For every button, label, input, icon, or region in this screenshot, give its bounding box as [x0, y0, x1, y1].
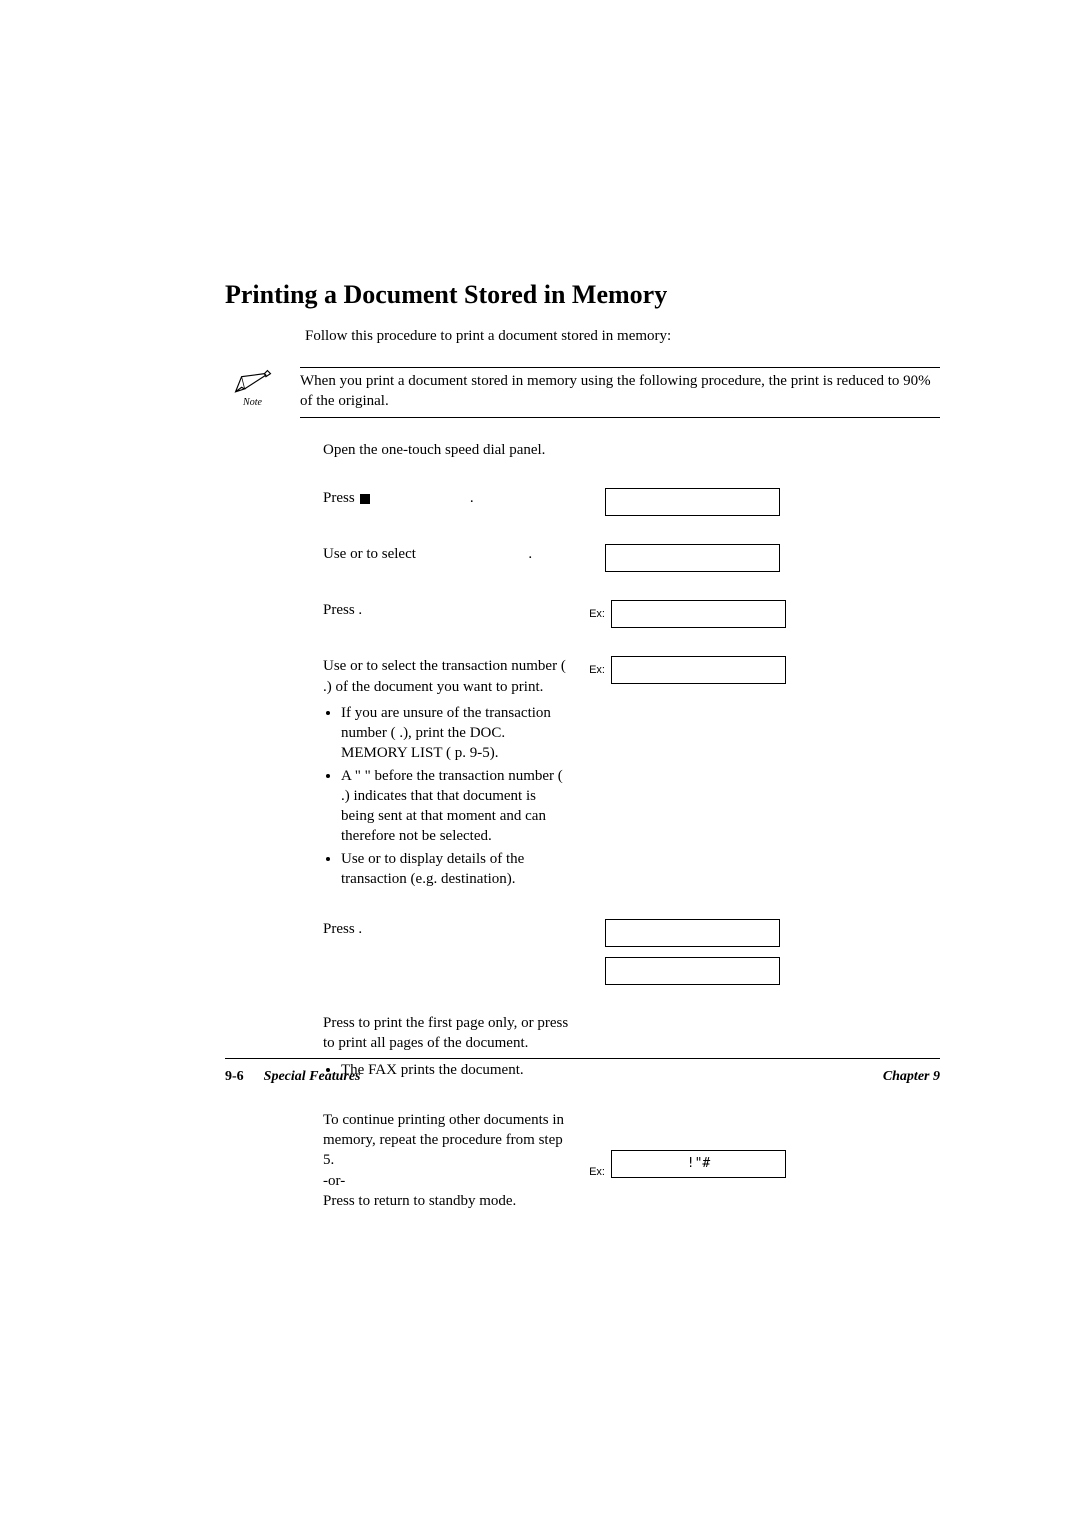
step-8-display: Ex: !"# — [573, 1110, 940, 1178]
steps-list: Open the one-touch speed dial panel. Pre… — [323, 440, 940, 1211]
step-8-or: -or- — [323, 1173, 345, 1189]
note-rule-bottom — [300, 417, 940, 418]
step-5-bullets: If you are unsure of the transaction num… — [341, 703, 573, 889]
page-title: Printing a Document Stored in Memory — [225, 280, 940, 310]
lcd-box — [605, 488, 780, 516]
note-text: When you print a document stored in memo… — [300, 368, 940, 417]
step-4-display: Ex: — [573, 600, 940, 628]
step-8-b: Press to return to standby mode. — [323, 1193, 516, 1209]
lcd-box — [611, 656, 786, 684]
step-1: Open the one-touch speed dial panel. — [323, 440, 940, 460]
step-4-text: Press . — [323, 600, 573, 620]
footer-chapter: Chapter 9 — [883, 1069, 940, 1085]
bullet-item: If you are unsure of the transaction num… — [341, 703, 573, 764]
page-number: 9-6 — [225, 1069, 244, 1085]
step-3-use: Use — [323, 546, 346, 562]
ex-label: Ex: — [583, 1118, 605, 1178]
step-5-display: Ex: — [573, 656, 940, 684]
note-block: Note When you print a document stored in… — [225, 367, 940, 418]
lcd-box — [611, 600, 786, 628]
black-square-icon — [360, 494, 370, 504]
step-2-text: Press xxxxxxxxxxxx . — [323, 488, 573, 508]
step-2: Press xxxxxxxxxxxx . — [323, 488, 940, 516]
ex-label: Ex: — [583, 600, 605, 620]
note-pencil-icon — [234, 369, 272, 395]
step-3-select: to select — [366, 546, 416, 562]
step-3: Use or to select xxxxxxxxxxxxxx . — [323, 544, 940, 572]
step-3-display — [573, 544, 940, 572]
note-text-block: When you print a document stored in memo… — [300, 367, 940, 418]
step-5-text: Use or to select the transaction number … — [323, 656, 573, 891]
page-footer: 9-6 Special Features Chapter 9 — [225, 1058, 940, 1085]
lcd-box — [605, 544, 780, 572]
step-6-text: Press . — [323, 919, 573, 939]
bullet-item: A " " before the transaction number ( .)… — [341, 766, 573, 847]
step-6-display — [573, 919, 940, 985]
step-2-display — [573, 488, 940, 516]
lcd-box — [605, 957, 780, 985]
step-8: To continue printing other documents in … — [323, 1110, 940, 1211]
step-1-text: Open the one-touch speed dial panel. — [323, 440, 573, 460]
step-5: Use or to select the transaction number … — [323, 656, 940, 891]
step-6: Press . — [323, 919, 940, 985]
step-7-line: Press to print the first page only, or p… — [323, 1015, 568, 1051]
footer-section: Special Features — [264, 1069, 361, 1085]
step-8-a: To continue printing other documents in … — [323, 1112, 564, 1169]
step-3-text: Use or to select xxxxxxxxxxxxxx . — [323, 544, 573, 564]
step-4: Press . Ex: — [323, 600, 940, 628]
lcd-stack — [605, 919, 780, 985]
note-label: Note — [243, 397, 262, 408]
step-3-or: or — [350, 546, 363, 562]
lcd-box: !"# — [611, 1150, 786, 1178]
lcd-box — [605, 919, 780, 947]
step-2-period: . — [470, 490, 474, 506]
step-3-period: . — [528, 546, 532, 562]
footer-left: 9-6 Special Features — [225, 1069, 361, 1085]
step-5-line: Use or to select the transaction number … — [323, 658, 566, 694]
bullet-item: Use or to display details of the transac… — [341, 849, 573, 890]
note-icon-column: Note — [225, 367, 280, 408]
step-2-press: Press — [323, 490, 355, 506]
intro-text: Follow this procedure to print a documen… — [305, 328, 940, 345]
ex-label: Ex: — [583, 656, 605, 676]
step-8-text: To continue printing other documents in … — [323, 1110, 573, 1211]
